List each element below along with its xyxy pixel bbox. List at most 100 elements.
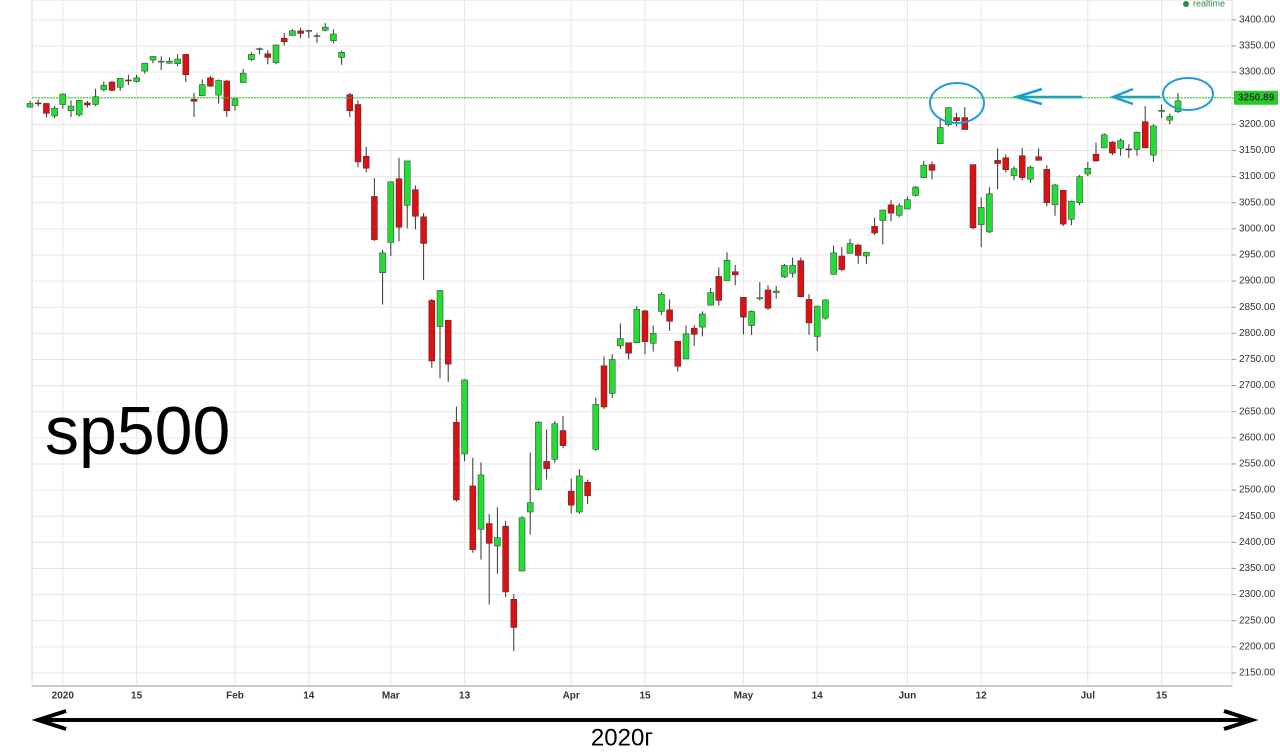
- candle-body: [912, 186, 919, 196]
- candle-body: [543, 461, 550, 469]
- candle-body: [223, 80, 231, 112]
- y-tick-label: 2900.00: [1239, 276, 1276, 287]
- candle-body: [354, 104, 362, 163]
- y-tick-label: 3050.00: [1239, 197, 1276, 208]
- candle-body: [1068, 200, 1075, 220]
- candle-body: [928, 164, 936, 171]
- y-tick-label: 2800.00: [1239, 328, 1276, 339]
- candle-body: [1035, 156, 1042, 161]
- annotation-arrow: [1109, 87, 1160, 106]
- candle-body: [1174, 100, 1182, 113]
- candle-body: [379, 252, 386, 273]
- candle-body: [731, 271, 739, 276]
- x-tick-label: May: [734, 691, 754, 702]
- candle-body: [879, 209, 887, 221]
- candle-body: [289, 30, 296, 36]
- candle-body: [649, 333, 657, 344]
- candle-body: [1166, 116, 1174, 121]
- candle-body: [723, 259, 731, 281]
- candle-body: [748, 311, 755, 326]
- candle-body: [428, 300, 436, 362]
- candle-body: [567, 490, 575, 506]
- candle-body: [518, 517, 526, 572]
- candle-body: [133, 77, 140, 82]
- candle-body: [608, 359, 616, 394]
- annotation-circle: [1162, 77, 1214, 111]
- candle-body: [1117, 140, 1124, 149]
- candle-body: [576, 475, 583, 513]
- candle-body: [453, 421, 460, 501]
- candle-body: [157, 60, 165, 63]
- y-tick-label: 3350.00: [1239, 41, 1276, 52]
- x-tick-label: 15: [1156, 691, 1168, 702]
- candle-body: [92, 96, 99, 105]
- candle-body: [108, 81, 116, 91]
- x-tick-label: 2020: [52, 691, 75, 702]
- candle-body: [707, 292, 714, 306]
- y-tick-label: 2600.00: [1239, 432, 1276, 443]
- candle-body: [510, 599, 518, 628]
- annotation-circle: [929, 82, 985, 124]
- y-tick-label: 2200.00: [1239, 641, 1276, 652]
- candle-body: [485, 523, 493, 544]
- candle-body: [756, 297, 764, 300]
- candle-body: [674, 340, 682, 367]
- candle-body: [1018, 155, 1026, 178]
- candle-body: [248, 54, 255, 60]
- candle-body: [789, 265, 796, 274]
- y-tick-label: 3300.00: [1239, 67, 1276, 78]
- candle-body: [469, 485, 477, 550]
- candle-body: [190, 99, 198, 102]
- candle-body: [584, 481, 591, 497]
- candle-body: [830, 252, 837, 275]
- y-tick-label: 2150.00: [1239, 668, 1276, 679]
- candle-body: [781, 265, 788, 278]
- candle-body: [936, 127, 944, 144]
- x-tick-label: Jul: [1081, 691, 1096, 702]
- candle-body: [116, 78, 124, 88]
- candle-body: [26, 103, 34, 108]
- candle-body: [1158, 109, 1165, 112]
- candle-body: [412, 189, 419, 217]
- candle-body: [871, 225, 878, 234]
- candle-body: [51, 107, 58, 117]
- candle-body: [813, 305, 821, 337]
- last-price-box: [1234, 90, 1278, 105]
- candle-body: [67, 105, 75, 112]
- candle-body: [362, 155, 370, 169]
- candle-body: [953, 117, 960, 121]
- y-tick-label: 3400.00: [1239, 14, 1276, 25]
- candle-body: [969, 164, 977, 229]
- candle-body: [666, 309, 673, 322]
- candle-body: [863, 252, 870, 257]
- candle-body: [592, 404, 600, 450]
- y-tick-label: 2850.00: [1239, 302, 1276, 313]
- candle-body: [231, 98, 239, 106]
- y-tick-label: 2500.00: [1239, 485, 1276, 496]
- candle-body: [904, 199, 911, 210]
- candle-body: [1084, 167, 1092, 175]
- candle-body: [994, 160, 1001, 164]
- candle-body: [297, 30, 304, 34]
- candle-body: [920, 164, 928, 178]
- candle-body: [526, 502, 534, 513]
- candle-body: [805, 299, 813, 324]
- candle-body: [846, 243, 854, 254]
- x-tick-label: Jun: [899, 691, 917, 702]
- candle-body: [895, 205, 903, 216]
- candle-body: [477, 474, 485, 530]
- y-tick-label: 2950.00: [1239, 250, 1276, 261]
- y-tick-label: 2250.00: [1239, 615, 1276, 626]
- candle-body: [215, 80, 222, 96]
- candle-body: [43, 103, 50, 114]
- candle-body: [1125, 148, 1133, 151]
- candle-body: [633, 309, 641, 343]
- candle-body: [740, 297, 747, 318]
- candle-body: [141, 62, 149, 72]
- candle-body: [207, 77, 214, 87]
- candle-body: [1150, 125, 1157, 156]
- candle-body: [945, 107, 952, 126]
- candle-body: [986, 193, 993, 233]
- chart-title: sp500: [45, 393, 230, 469]
- candle-body: [34, 102, 42, 105]
